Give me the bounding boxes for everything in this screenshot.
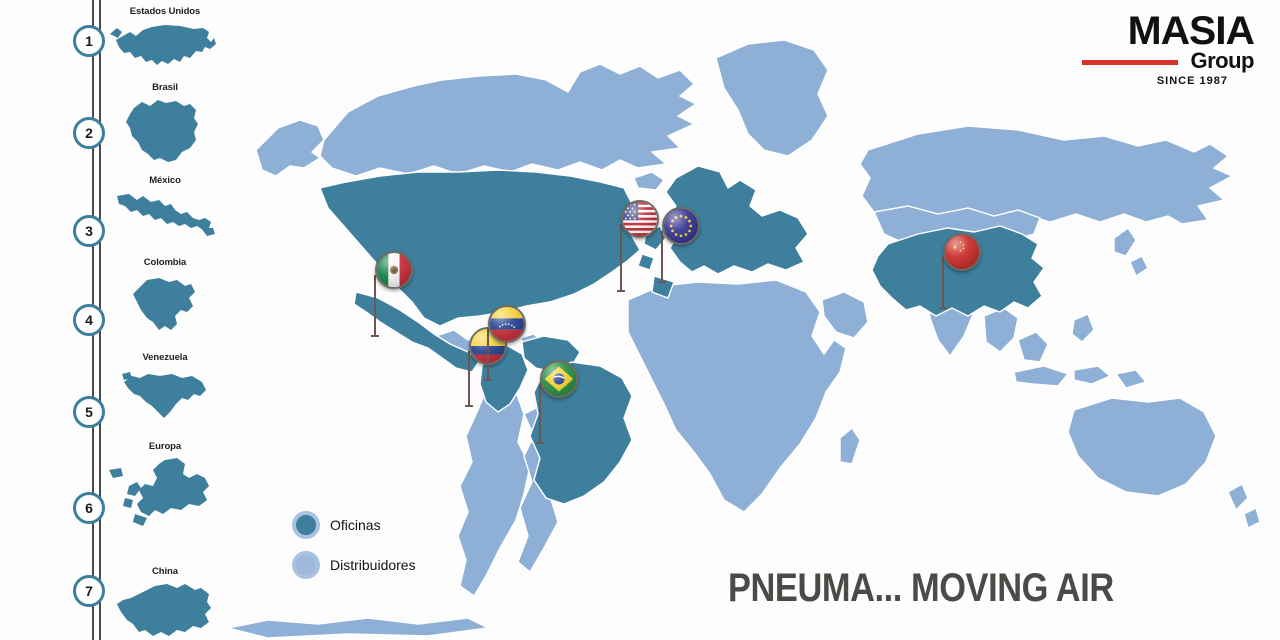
map-legend: Oficinas Distribuidores: [292, 508, 416, 588]
logo-middle-row: Group: [1074, 48, 1255, 73]
step-number-3[interactable]: 3: [73, 215, 105, 247]
country-timeline-sidebar: Estados Unidos 1 Brasil 2 México 3: [0, 0, 230, 640]
step-number-4[interactable]: 4: [73, 304, 105, 336]
br-flag-icon: [540, 360, 578, 398]
country-shape-colombia-icon: [100, 274, 230, 336]
step-number-7[interactable]: 7: [73, 575, 105, 607]
tagline: PNEUMA... MOVING AIR: [728, 566, 1114, 610]
step-number-1[interactable]: 1: [73, 25, 105, 57]
logo-wordmark: MASIA: [1127, 9, 1255, 53]
legend-item-oficinas[interactable]: Oficinas: [292, 508, 416, 542]
us-flag-icon: [621, 200, 659, 238]
step-label-1: Estados Unidos: [129, 6, 201, 17]
country-shape-mexico-icon: [100, 188, 230, 246]
step-number-2[interactable]: 2: [73, 117, 105, 149]
legend-item-distribuidores[interactable]: Distribuidores: [292, 548, 416, 582]
step-label-3: México: [149, 175, 181, 186]
legend-dot-distributor-icon: [292, 551, 320, 579]
world-map: [228, 0, 1280, 640]
legend-label-distribuidores: Distribuidores: [330, 557, 416, 573]
masia-group-logo[interactable]: MASIA Group SINCE 1987: [1074, 11, 1255, 87]
country-shape-brazil-icon: [100, 94, 230, 166]
step-number-5[interactable]: 5: [73, 396, 105, 428]
logo-red-bar-icon: [1082, 60, 1178, 65]
step-label-6: Europa: [148, 441, 182, 452]
step-label-7: China: [152, 566, 178, 577]
country-shape-china-icon: [100, 580, 230, 640]
logo-subword: Group: [1190, 48, 1255, 73]
ve-flag-icon: [488, 305, 526, 343]
country-shape-europe-icon: [100, 456, 230, 528]
country-shape-venezuela-icon: [100, 368, 230, 424]
legend-label-oficinas: Oficinas: [330, 517, 381, 533]
step-label-4: Colombia: [143, 257, 187, 268]
mx-flag-icon: [375, 251, 413, 289]
country-shape-usa-icon: [100, 18, 230, 76]
step-label-5: Venezuela: [142, 352, 188, 363]
logo-since-text: SINCE 1987: [1156, 75, 1228, 87]
eu-flag-icon: [662, 207, 700, 245]
cn-flag-icon: [943, 233, 981, 271]
world-map-svg: [228, 39, 1261, 639]
step-label-2: Brasil: [152, 82, 178, 93]
legend-dot-office-icon: [292, 511, 320, 539]
step-number-6[interactable]: 6: [73, 492, 105, 524]
